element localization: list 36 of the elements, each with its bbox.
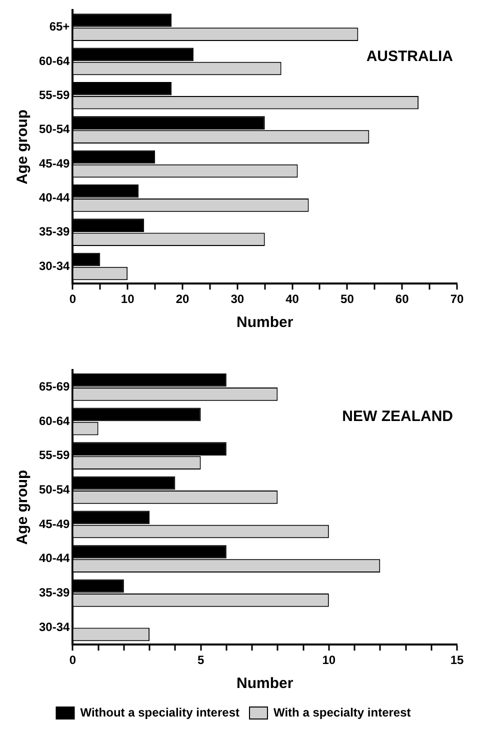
x-tick-label: 20 xyxy=(176,292,190,306)
x-axis-title: Number xyxy=(236,314,294,332)
legend-label: Without a speciality interest xyxy=(80,705,240,720)
x-tick-label: 0 xyxy=(69,653,76,668)
y-tick-label: 30-34 xyxy=(38,620,70,634)
y-tick-label: 60-64 xyxy=(38,54,70,68)
y-tick-label: 35-39 xyxy=(38,224,70,239)
y-tick-label: 50-54 xyxy=(38,122,70,136)
y-tick-label: 55-59 xyxy=(38,88,70,102)
y-tick-label: 45-49 xyxy=(38,516,70,531)
y-tick-label: 30-34 xyxy=(38,258,70,273)
y-tick-label: 65-69 xyxy=(38,379,70,394)
y-tick-label: 45-49 xyxy=(38,156,70,170)
y-tick-label: 40-44 xyxy=(38,190,70,204)
legend-label: With a specialty interest xyxy=(273,705,411,720)
x-tick-label: 5 xyxy=(197,653,204,668)
x-axis-title: Number xyxy=(236,675,294,692)
x-tick-label: 0 xyxy=(69,292,76,306)
x-tick-label: 50 xyxy=(340,292,354,306)
y-tick-label: 60-64 xyxy=(38,414,70,428)
x-tick-label: 30 xyxy=(230,292,244,306)
text: NEW ZEALAND xyxy=(342,408,454,425)
x-tick-label: 15 xyxy=(450,653,464,668)
x-tick-label: 70 xyxy=(450,292,464,306)
y-tick-label: 65+ xyxy=(49,20,70,34)
y-tick-label: 50-54 xyxy=(38,482,70,496)
x-tick-label: 10 xyxy=(322,653,336,668)
x-tick-label: 60 xyxy=(395,292,410,306)
x-tick-label: 10 xyxy=(120,292,135,306)
y-tick-label: 55-59 xyxy=(38,448,70,462)
y-axis-title: Age group xyxy=(14,109,32,184)
y-axis-title: Age group xyxy=(14,470,32,545)
text: AUSTRALIA xyxy=(366,48,454,65)
y-tick-label: 35-39 xyxy=(38,585,70,600)
x-tick-label: 40 xyxy=(286,292,300,306)
y-tick-label: 40-44 xyxy=(38,551,70,566)
